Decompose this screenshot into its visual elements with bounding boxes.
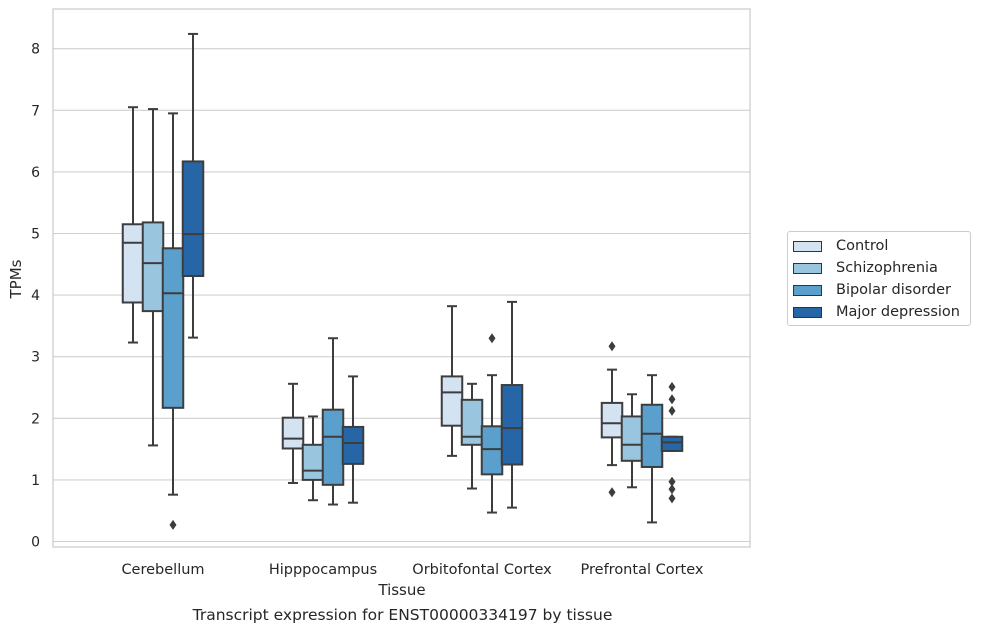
legend-item-schizophrenia: Schizophrenia: [793, 258, 938, 278]
x-tick-label: Prefrontal Cortex: [581, 562, 704, 578]
box-bipolar-disorder-orbitofontal-cortex: [480, 333, 504, 514]
y-tick-label: 2: [31, 411, 40, 427]
y-tick-labels: 0 1 2 3 4 5 6 7 8: [31, 42, 40, 551]
box-body: [281, 416, 305, 450]
box-body: [660, 435, 684, 452]
legend-item-major-depression: Major depression: [793, 302, 960, 322]
outlier-point: [608, 341, 616, 352]
legend-swatch-major-depression: [793, 306, 822, 318]
y-tick-label: 3: [31, 350, 40, 366]
box-body: [460, 398, 484, 446]
outlier-point: [169, 519, 177, 530]
outlier-point: [668, 484, 676, 495]
box-schizophrenia-orbitofontal-cortex: [460, 382, 484, 490]
legend-label-control: Control: [836, 238, 889, 254]
x-tick-label: Hipppocampus: [269, 562, 377, 578]
outlier-point: [608, 487, 616, 498]
box-body: [440, 375, 464, 427]
box-major-depression-prefrontal-cortex: [660, 381, 684, 504]
box-body: [640, 403, 664, 468]
y-tick-label: 5: [31, 227, 40, 243]
box-body: [321, 408, 345, 486]
box-series: [121, 32, 684, 530]
box-body: [480, 425, 504, 476]
legend-swatch-bipolar-disorder: [793, 284, 822, 296]
y-axis-label: TPMs: [7, 259, 25, 299]
box-major-depression-orbitofontal-cortex: [500, 300, 524, 509]
legend-item-bipolar-disorder: Bipolar disorder: [793, 280, 951, 300]
box-body: [181, 160, 205, 278]
box-major-depression-cerebellum: [181, 32, 205, 339]
box-control-hipppocampus: [281, 382, 305, 484]
legend-label-bipolar-disorder: Bipolar disorder: [836, 282, 951, 298]
x-tick-labels: Cerebellum Hipppocampus Orbitofontal Corte…: [121, 562, 703, 578]
box-bipolar-disorder-cerebellum: [161, 112, 185, 530]
box-control-cerebellum: [121, 106, 145, 344]
box-body: [301, 443, 325, 481]
x-axis-label: Tissue: [377, 581, 425, 599]
box-body: [600, 401, 624, 439]
legend-label-major-depression: Major depression: [836, 304, 960, 320]
outlier-point: [668, 476, 676, 487]
box-control-prefrontal-cortex: [600, 341, 624, 498]
legend-item-control: Control: [793, 236, 888, 256]
outlier-point: [488, 333, 496, 344]
box-major-depression-hipppocampus: [341, 375, 365, 504]
box-bipolar-disorder-prefrontal-cortex: [640, 374, 664, 524]
x-tick-label: Cerebellum: [121, 562, 204, 578]
legend-label-schizophrenia: Schizophrenia: [836, 260, 938, 276]
y-tick-label: 6: [31, 165, 40, 181]
legend: Control Schizophrenia Bipolar disorder M…: [787, 231, 971, 326]
y-tick-label: 8: [31, 42, 40, 58]
box-body: [500, 384, 524, 466]
outlier-point: [668, 493, 676, 504]
outlier-point: [668, 381, 676, 392]
box-body: [161, 247, 185, 409]
box-schizophrenia-cerebellum: [141, 108, 165, 447]
box-schizophrenia-prefrontal-cortex: [620, 393, 644, 489]
y-tick-label: 0: [31, 535, 40, 551]
outlier-point: [668, 394, 676, 405]
y-tick-label: 4: [31, 288, 40, 304]
plot-frame: [52, 8, 751, 548]
box-schizophrenia-hipppocampus: [301, 415, 325, 502]
box-control-orbitofontal-cortex: [440, 305, 464, 457]
outlier-point: [668, 405, 676, 416]
box-body: [121, 223, 145, 304]
y-tick-label: 1: [31, 473, 40, 489]
legend-swatch-schizophrenia: [793, 262, 822, 274]
y-tick-label: 7: [31, 103, 40, 119]
box-body: [141, 221, 165, 313]
box-bipolar-disorder-hipppocampus: [321, 337, 345, 506]
legend-swatch-control: [793, 240, 822, 252]
box-body: [341, 425, 365, 465]
chart-caption: Transcript expression for ENST0000033419…: [192, 606, 613, 624]
box-body: [620, 415, 644, 462]
x-tick-label: Orbitofontal Cortex: [412, 562, 552, 578]
